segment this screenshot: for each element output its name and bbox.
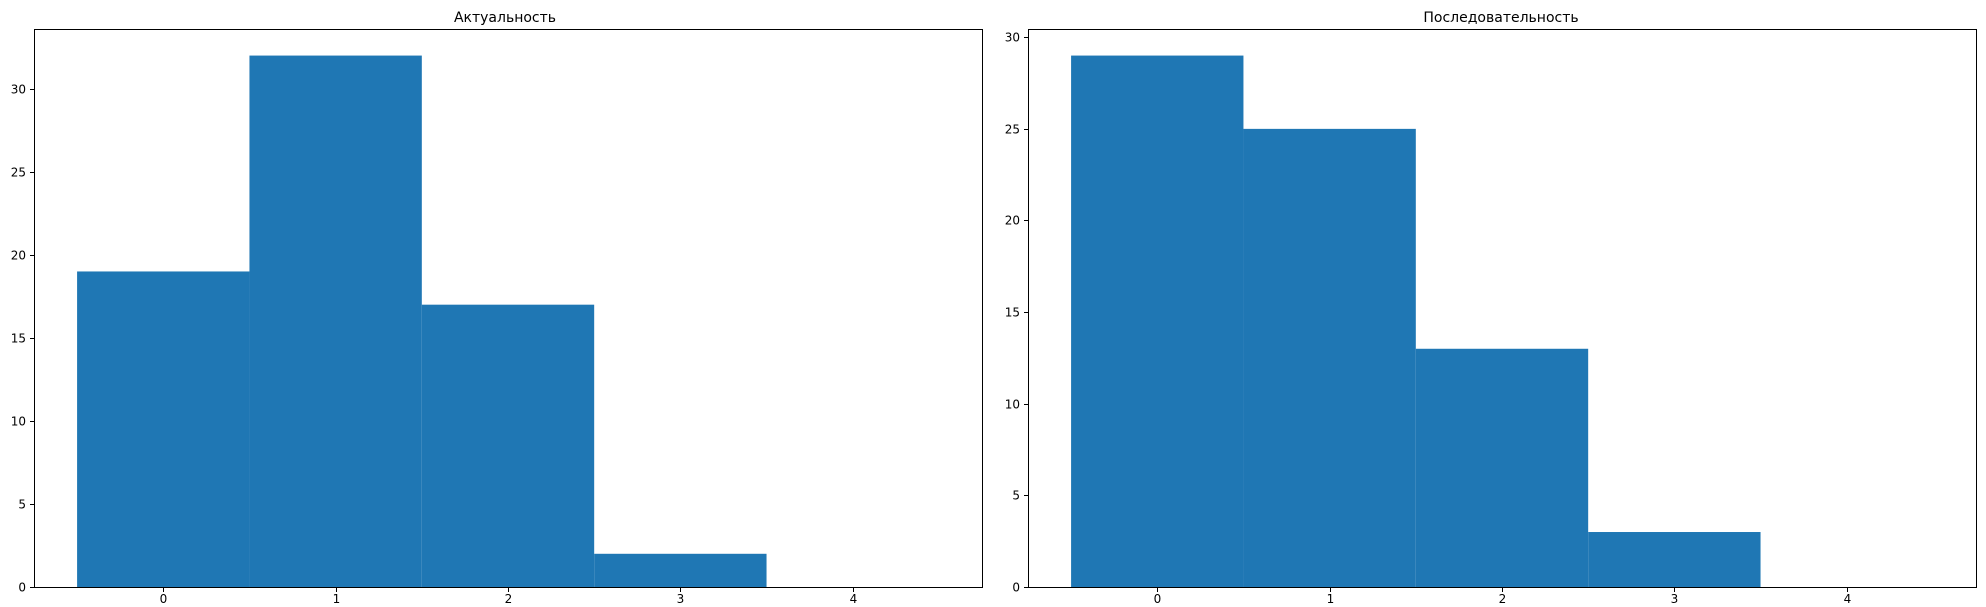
chart-title: Актуальность — [454, 10, 556, 26]
plot-area: 0 1 2 3 4 0 5 10 15 20 25 30 — [11, 29, 983, 606]
y-tick-label: 15 — [11, 332, 26, 346]
bar — [1415, 348, 1589, 587]
x-tick-label: 4 — [850, 592, 858, 606]
y-tick-label: 0 — [1012, 581, 1020, 595]
bar — [1071, 55, 1244, 587]
x-tick-label: 1 — [1327, 592, 1335, 606]
x-tick-label: 0 — [160, 592, 168, 606]
bar — [1588, 532, 1761, 587]
y-tick-label: 30 — [1005, 31, 1020, 45]
y-tick-label: 25 — [11, 166, 26, 180]
bar — [594, 553, 767, 587]
bar — [1243, 128, 1416, 587]
x-tick-label: 4 — [1844, 592, 1852, 606]
x-tick-label: 3 — [1671, 592, 1679, 606]
y-tick-label: 20 — [1005, 214, 1020, 228]
plot-area: 0 1 2 3 4 0 5 10 15 20 25 30 — [1005, 29, 1977, 606]
x-tick-label: 3 — [677, 592, 685, 606]
y-tick-label: 30 — [11, 83, 26, 97]
bar — [249, 55, 422, 587]
chart-posledovatelnost: Последовательность 0 1 2 3 4 0 5 10 15 20 25 30 — [1005, 10, 1977, 606]
y-tick-label: 25 — [1005, 123, 1020, 137]
y-tick-label: 10 — [11, 415, 26, 429]
y-tick-label: 0 — [18, 581, 26, 595]
x-tick-label: 1 — [333, 592, 341, 606]
y-tick-label: 15 — [1005, 306, 1020, 320]
y-tick-label: 20 — [11, 249, 26, 263]
bar — [421, 304, 595, 587]
bar — [77, 271, 250, 587]
y-tick-label: 5 — [1012, 489, 1020, 503]
chart-title: Последовательность — [1423, 10, 1578, 26]
y-tick-label: 10 — [1005, 398, 1020, 412]
y-tick-label: 5 — [18, 498, 26, 512]
x-tick-label: 0 — [1154, 592, 1162, 606]
chart-aktualnost: Актуальность 0 1 2 3 4 0 5 10 15 20 25 30 — [11, 10, 983, 606]
x-tick-label: 2 — [1499, 592, 1507, 606]
x-tick-label: 2 — [505, 592, 513, 606]
